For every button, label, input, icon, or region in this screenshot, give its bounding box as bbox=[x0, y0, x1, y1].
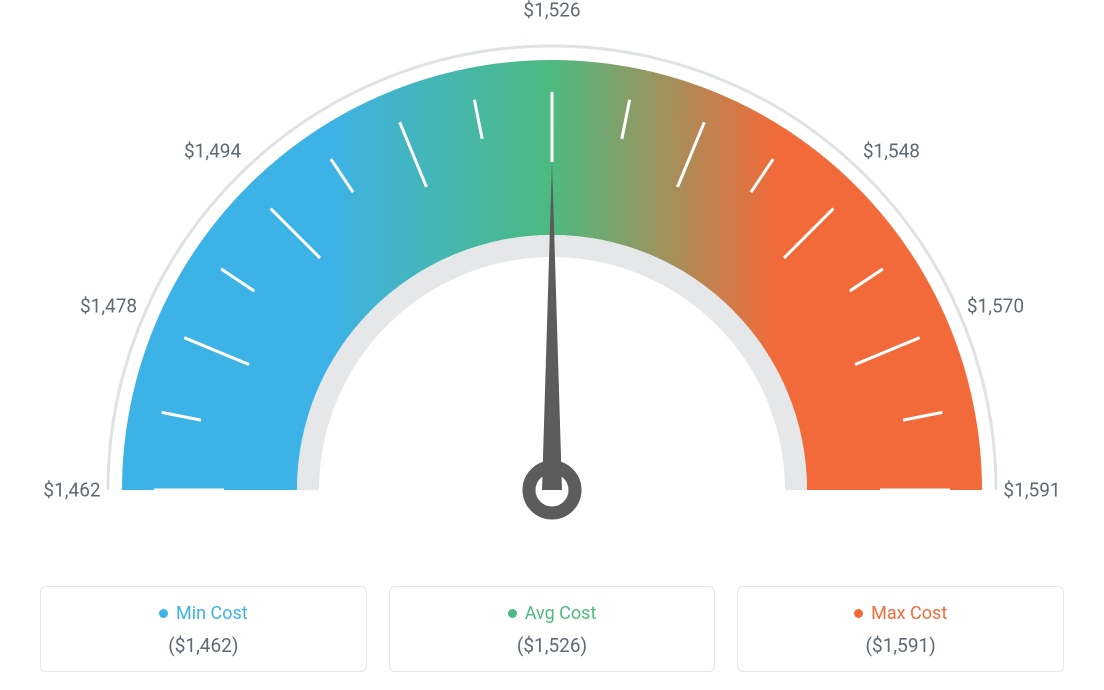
gauge-tick-label: $1,591 bbox=[1003, 479, 1060, 502]
avg-cost-value: ($1,526) bbox=[400, 634, 705, 657]
gauge-tick-label: $1,570 bbox=[967, 295, 1024, 318]
avg-dot-icon bbox=[508, 609, 517, 618]
gauge-tick-label: $1,478 bbox=[80, 295, 137, 318]
avg-cost-card: Avg Cost ($1,526) bbox=[389, 586, 716, 672]
gauge-tick-label: $1,494 bbox=[184, 139, 241, 162]
gauge-tick-label: $1,462 bbox=[43, 479, 100, 502]
min-cost-value: ($1,462) bbox=[51, 634, 356, 657]
gauge-tick-label: $1,526 bbox=[523, 0, 580, 22]
max-cost-card: Max Cost ($1,591) bbox=[737, 586, 1064, 672]
cost-cards-row: Min Cost ($1,462) Avg Cost ($1,526) Max … bbox=[0, 586, 1104, 672]
min-cost-label: Min Cost bbox=[176, 603, 248, 624]
avg-cost-label: Avg Cost bbox=[525, 603, 597, 624]
min-dot-icon bbox=[159, 609, 168, 618]
gauge-chart: $1,462 $1,478 $1,494 $1,526 $1,548 $1,570 $1,5… bbox=[0, 0, 1104, 560]
chart-wrapper: $1,462 $1,478 $1,494 $1,526 $1,548 $1,570 $1,5… bbox=[0, 0, 1104, 690]
min-cost-card: Min Cost ($1,462) bbox=[40, 586, 367, 672]
max-cost-value: ($1,591) bbox=[748, 634, 1053, 657]
max-cost-label: Max Cost bbox=[871, 603, 947, 624]
max-dot-icon bbox=[854, 609, 863, 618]
gauge-tick-label: $1,548 bbox=[863, 139, 920, 162]
